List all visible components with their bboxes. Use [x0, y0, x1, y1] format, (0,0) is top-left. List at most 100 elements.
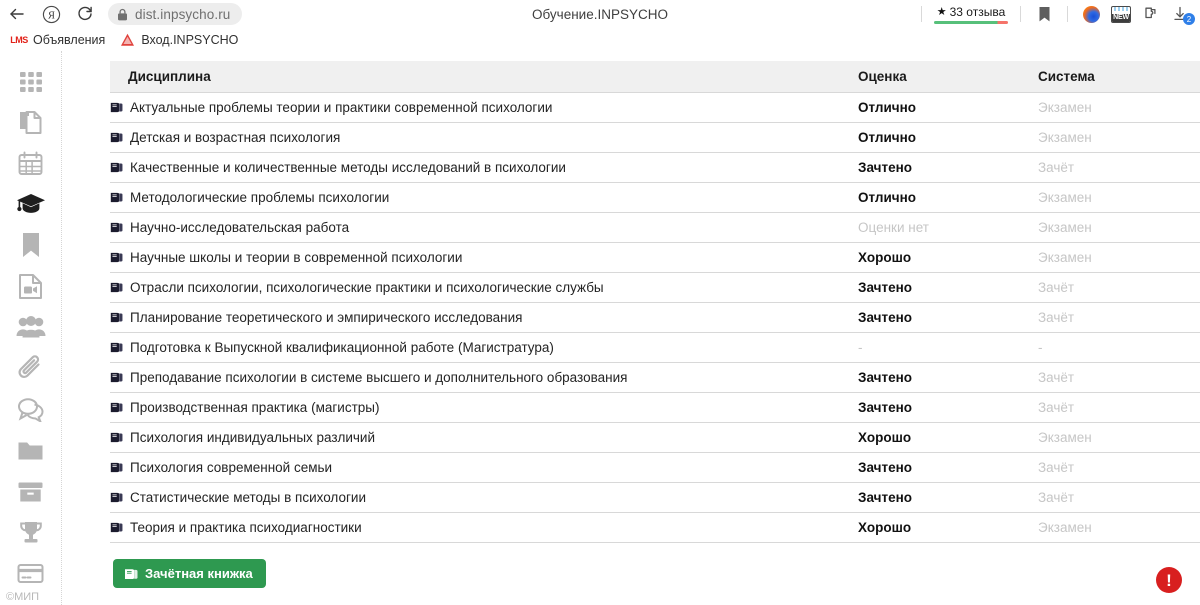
- sidebar-item-payments[interactable]: [9, 553, 53, 594]
- toolbar-divider: [1020, 6, 1021, 22]
- discipline-label: Производственная практика (магистры): [130, 400, 380, 415]
- table-row[interactable]: Подготовка к Выпускной квалификационной …: [110, 332, 1200, 363]
- bookmark-icon[interactable]: [1029, 1, 1059, 27]
- toolbar-divider: [921, 6, 922, 22]
- table-row[interactable]: Преподавание психологии в системе высшег…: [110, 362, 1200, 393]
- star-icon: ★: [936, 6, 947, 18]
- cell-system: Зачёт: [1038, 452, 1200, 483]
- sidebar-item-calendar[interactable]: [9, 143, 53, 184]
- sidebar-item-bookmarks[interactable]: [9, 225, 53, 266]
- reviews-badge[interactable]: ★ 33 отзыва: [930, 5, 1012, 24]
- discipline-label: Научно-исследовательская работа: [130, 220, 350, 235]
- discipline-label: Качественные и количественные методы исс…: [130, 160, 566, 175]
- table-row[interactable]: Планирование теоретического и эмпирическ…: [110, 302, 1200, 333]
- paperclip-icon: [18, 355, 40, 379]
- table-row[interactable]: Производственная практика (магистры) Зачт…: [110, 392, 1200, 423]
- cell-grade: Отлично: [858, 122, 1038, 153]
- collections-icon[interactable]: NEW: [1106, 1, 1136, 27]
- book-icon: [110, 432, 123, 443]
- cell-system: Зачёт: [1038, 152, 1200, 183]
- cell-grade: Зачтено: [858, 362, 1038, 393]
- table-row[interactable]: Психология современной семьи Зачтено Зачёт: [110, 452, 1200, 483]
- puzzle-extensions-icon[interactable]: [1136, 1, 1166, 27]
- cell-discipline[interactable]: Научные школы и теории в современной пси…: [110, 242, 858, 273]
- cell-discipline[interactable]: Производственная практика (магистры): [110, 392, 858, 423]
- cell-discipline[interactable]: Качественные и количественные методы исс…: [110, 152, 858, 183]
- address-bar[interactable]: dist.inpsycho.ru: [108, 3, 243, 25]
- folder-icon: [18, 442, 43, 459]
- discipline-label: Преподавание психологии в системе высшег…: [130, 370, 628, 385]
- main-content: Дисциплина Оценка Система Актуальные про…: [63, 51, 1200, 605]
- book-icon: [110, 222, 123, 233]
- cell-discipline[interactable]: Методологические проблемы психологии: [110, 182, 858, 213]
- sidebar-item-attachments[interactable]: [9, 348, 53, 389]
- cell-discipline[interactable]: Теория и практика психодиагностики: [110, 512, 858, 543]
- sidebar-item-grid-apps[interactable]: [9, 61, 53, 102]
- yandex-logo-icon[interactable]: Я: [34, 1, 68, 27]
- cell-grade: Хорошо: [858, 512, 1038, 543]
- cell-discipline[interactable]: Подготовка к Выпускной квалификационной …: [110, 332, 858, 363]
- chat-bubbles-icon: [17, 398, 44, 422]
- grades-table-body: Актуальные проблемы теории и практики со…: [110, 92, 1200, 543]
- discipline-label: Отрасли психологии, психологические прак…: [130, 280, 604, 295]
- table-row[interactable]: Теория и практика психодиагностики Хорошо…: [110, 512, 1200, 543]
- bookmark-announcements[interactable]: LMS Объявления: [4, 30, 112, 50]
- cell-grade: Зачтено: [858, 302, 1038, 333]
- cell-discipline[interactable]: Преподавание психологии в системе высшег…: [110, 362, 858, 393]
- cell-discipline[interactable]: Статистические методы в психологии: [110, 482, 858, 513]
- cell-discipline[interactable]: Отрасли психологии, психологические прак…: [110, 272, 858, 303]
- cell-system: Зачёт: [1038, 302, 1200, 333]
- gradebook-button-label: Зачётная книжка: [145, 566, 253, 581]
- sidebar-item-video[interactable]: [9, 266, 53, 307]
- column-header-grade: Оценка: [858, 61, 1038, 93]
- browser-toolbar: Я dist.inpsycho.ru Обучение.INPSYCHO: [0, 0, 1200, 28]
- downloads-count-badge: 2: [1183, 13, 1195, 25]
- book-icon: [110, 402, 123, 413]
- table-row[interactable]: Статистические методы в психологии Зачтен…: [110, 482, 1200, 513]
- sidebar-item-groups[interactable]: [9, 307, 53, 348]
- inpsycho-favicon-icon: [119, 32, 135, 48]
- table-row[interactable]: Качественные и количественные методы исс…: [110, 152, 1200, 183]
- grades-table: Дисциплина Оценка Система Актуальные про…: [110, 61, 1200, 543]
- cell-grade: Зачтено: [858, 482, 1038, 513]
- sidebar-item-messages[interactable]: [9, 389, 53, 430]
- new-badge-label: NEW: [1112, 13, 1130, 22]
- table-row[interactable]: Детская и возрастная психология Отлично Эк…: [110, 122, 1200, 153]
- copyright-label: ©МИП: [6, 591, 40, 603]
- table-row[interactable]: Научные школы и теории в современной пси…: [110, 242, 1200, 273]
- table-row[interactable]: Актуальные проблемы теории и практики со…: [110, 92, 1200, 123]
- cell-discipline[interactable]: Планирование теоретического и эмпирическ…: [110, 302, 858, 333]
- cell-discipline[interactable]: Психология индивидуальных различий: [110, 422, 858, 453]
- table-row[interactable]: Методологические проблемы психологии Отли…: [110, 182, 1200, 213]
- sidebar-item-education[interactable]: [9, 184, 53, 225]
- cell-system: Экзамен: [1038, 182, 1200, 213]
- bookmarks-bar: LMS Объявления Вход.INPSYCHO: [0, 28, 1200, 51]
- downloads-icon[interactable]: 2: [1166, 1, 1196, 27]
- book-icon: [110, 192, 123, 203]
- cell-system: Зачёт: [1038, 482, 1200, 513]
- cell-discipline[interactable]: Актуальные проблемы теории и практики со…: [110, 92, 858, 123]
- sidebar-item-files[interactable]: [9, 430, 53, 471]
- discipline-label: Теория и практика психодиагностики: [130, 520, 362, 535]
- bookmark-login-inpsycho[interactable]: Вход.INPSYCHO: [112, 30, 245, 50]
- sidebar-item-archive[interactable]: [9, 471, 53, 512]
- cell-grade: Оценки нет: [858, 212, 1038, 243]
- gradebook-button[interactable]: Зачётная книжка: [113, 559, 266, 588]
- reload-icon[interactable]: [68, 1, 102, 27]
- discipline-label: Психология современной семьи: [130, 460, 333, 475]
- cell-discipline[interactable]: Детская и возрастная психология: [110, 122, 858, 153]
- table-row[interactable]: Научно-исследовательская работа Оценки не…: [110, 212, 1200, 243]
- table-row[interactable]: Отрасли психологии, психологические прак…: [110, 272, 1200, 303]
- yandex-protect-icon[interactable]: [1076, 1, 1106, 27]
- book-icon: [110, 282, 123, 293]
- sidebar-item-documents[interactable]: [9, 102, 53, 143]
- cell-system: Зачёт: [1038, 392, 1200, 423]
- sidebar-item-achievements[interactable]: [9, 512, 53, 553]
- cell-grade: Отлично: [858, 92, 1038, 123]
- url-text: dist.inpsycho.ru: [135, 6, 231, 22]
- alert-notification-button[interactable]: !: [1156, 567, 1182, 593]
- table-row[interactable]: Психология индивидуальных различий Хорошо…: [110, 422, 1200, 453]
- back-arrow-icon[interactable]: [0, 1, 34, 27]
- cell-discipline[interactable]: Научно-исследовательская работа: [110, 212, 858, 243]
- cell-discipline[interactable]: Психология современной семьи: [110, 452, 858, 483]
